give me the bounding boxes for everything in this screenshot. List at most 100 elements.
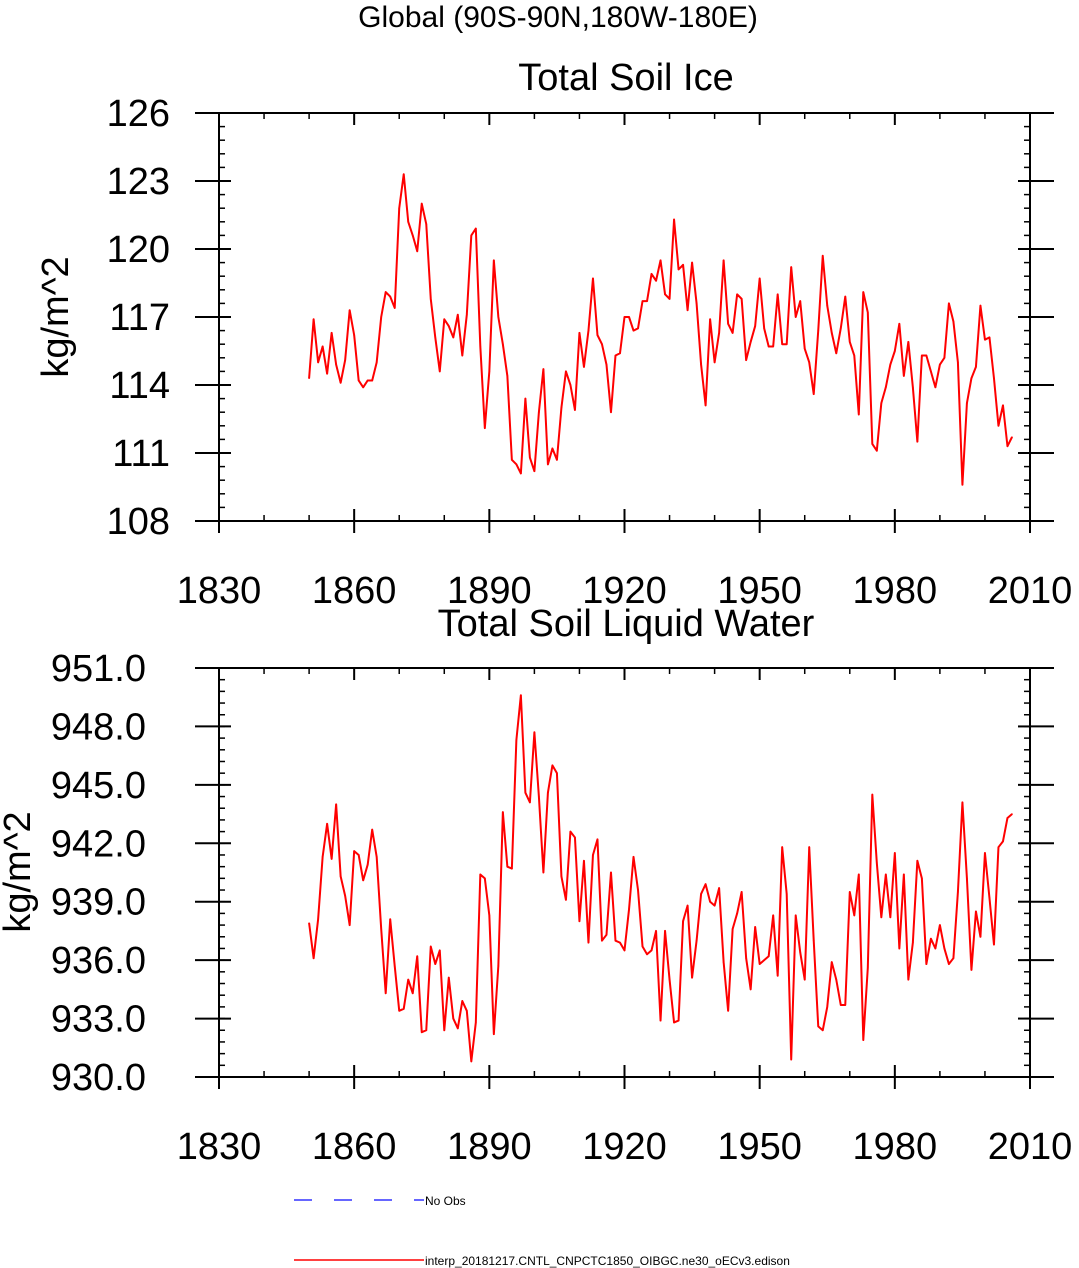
data-point bbox=[740, 298, 743, 300]
y-tick-label: 123 bbox=[107, 161, 170, 203]
data-point bbox=[416, 955, 419, 958]
data-point bbox=[637, 327, 639, 330]
data-point bbox=[803, 347, 806, 350]
y-tick-label: 939.0 bbox=[51, 882, 146, 924]
data-point bbox=[619, 941, 621, 944]
data-point bbox=[533, 470, 536, 472]
data-point bbox=[848, 341, 851, 343]
y-tick-label: 117 bbox=[109, 297, 170, 339]
data-point bbox=[912, 386, 914, 389]
data-point bbox=[839, 327, 842, 330]
data-point bbox=[443, 318, 446, 321]
data-point bbox=[407, 978, 410, 981]
data-point bbox=[348, 309, 351, 312]
x-tick-label: 1890 bbox=[447, 1126, 532, 1168]
data-point bbox=[745, 957, 747, 959]
data-point bbox=[695, 302, 698, 305]
data-point bbox=[389, 295, 392, 298]
data-point bbox=[668, 978, 671, 981]
legend-label: No Obs bbox=[425, 1194, 466, 1208]
data-point bbox=[772, 345, 774, 348]
data-point bbox=[592, 854, 594, 856]
data-point bbox=[934, 947, 937, 950]
data-point bbox=[790, 1058, 793, 1061]
series-line bbox=[308, 173, 1013, 486]
y-tick-label: 120 bbox=[107, 229, 170, 271]
data-point bbox=[943, 357, 946, 359]
x-tick-label: 2010 bbox=[988, 1126, 1073, 1168]
data-point bbox=[830, 961, 833, 963]
data-point bbox=[321, 345, 324, 348]
data-point bbox=[731, 332, 734, 334]
data-point bbox=[411, 992, 414, 995]
data-point bbox=[817, 329, 820, 332]
data-point bbox=[763, 327, 765, 330]
data-point bbox=[623, 316, 626, 318]
data-point bbox=[727, 323, 729, 325]
data-point bbox=[632, 856, 635, 858]
data-point bbox=[993, 377, 995, 380]
data-point bbox=[664, 293, 666, 296]
data-point bbox=[767, 345, 770, 348]
data-point bbox=[691, 976, 693, 979]
y-tick-label: 114 bbox=[109, 365, 170, 407]
data-point bbox=[402, 173, 405, 175]
data-point bbox=[529, 801, 531, 804]
data-point bbox=[438, 370, 441, 373]
data-point bbox=[565, 370, 567, 373]
data-point bbox=[794, 914, 797, 917]
data-point bbox=[885, 873, 887, 876]
data-point bbox=[556, 459, 558, 461]
data-point bbox=[538, 411, 540, 414]
x-tick-label: 1860 bbox=[312, 1126, 397, 1168]
data-point bbox=[970, 377, 973, 380]
data-point bbox=[803, 978, 806, 981]
data-point bbox=[853, 354, 856, 357]
y-tick-label: 108 bbox=[107, 501, 170, 543]
y-tick-label: 936.0 bbox=[51, 940, 146, 982]
data-point bbox=[479, 345, 482, 348]
data-point bbox=[844, 295, 847, 298]
x-tick-label: 2010 bbox=[988, 570, 1073, 612]
data-point bbox=[596, 334, 599, 336]
data-point bbox=[321, 856, 324, 858]
data-point bbox=[375, 856, 378, 858]
data-point bbox=[475, 1021, 477, 1024]
chart-title: Total Soil Liquid Water bbox=[438, 603, 815, 645]
data-point bbox=[317, 918, 319, 921]
x-tick-label: 1950 bbox=[717, 570, 802, 612]
data-point bbox=[776, 293, 779, 296]
data-point bbox=[700, 363, 702, 366]
data-point bbox=[398, 1009, 401, 1012]
data-point bbox=[857, 413, 860, 416]
data-point bbox=[758, 277, 761, 280]
data-point bbox=[988, 897, 991, 899]
data-point bbox=[475, 227, 477, 230]
data-point bbox=[578, 920, 581, 922]
data-point bbox=[614, 354, 617, 357]
data-point bbox=[812, 939, 815, 942]
x-tick-label: 1860 bbox=[312, 570, 397, 612]
chart-title: Total Soil Ice bbox=[518, 57, 733, 99]
x-tick-label: 1980 bbox=[853, 1126, 938, 1168]
data-point bbox=[335, 803, 337, 806]
data-point bbox=[569, 384, 572, 386]
y-tick-label: 948.0 bbox=[51, 706, 146, 748]
y-tick-label: 930.0 bbox=[51, 1057, 146, 1099]
data-point bbox=[502, 343, 504, 346]
panel-total-soil-ice: Total Soil Ice kg/m^2 1830 1860 1890 1920 19… bbox=[35, 57, 1072, 612]
data-point bbox=[650, 949, 653, 952]
data-point bbox=[659, 259, 662, 262]
data-point bbox=[966, 402, 968, 404]
data-point bbox=[785, 893, 788, 895]
data-point bbox=[790, 266, 793, 268]
data-point bbox=[979, 935, 982, 938]
data-point bbox=[326, 372, 328, 375]
data-point bbox=[565, 898, 567, 901]
data-point bbox=[1006, 445, 1009, 448]
data-point bbox=[524, 397, 527, 400]
data-point bbox=[943, 947, 946, 950]
data-point bbox=[632, 329, 635, 332]
data-point bbox=[497, 965, 500, 967]
